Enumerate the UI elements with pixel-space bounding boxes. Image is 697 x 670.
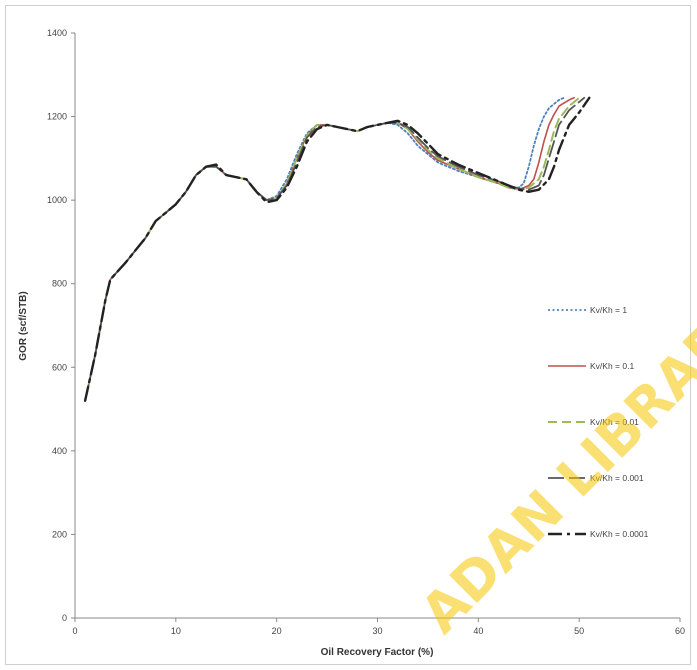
- x-tick-label: 60: [675, 626, 685, 636]
- x-tick-label: 0: [72, 626, 77, 636]
- series-line-3: [84, 96, 581, 402]
- y-tick-label: 600: [52, 362, 67, 372]
- y-tick-label: 1200: [47, 112, 67, 122]
- series-line-2: [84, 97, 575, 402]
- legend-label-3: Kv/Kh = 0.01: [590, 417, 639, 427]
- series-line-5: [83, 96, 591, 402]
- y-axis-title: GOR (scf/STB): [18, 291, 29, 360]
- series-group: [83, 96, 591, 402]
- legend: Kv/Kh = 1 Kv/Kh = 0.1 Kv/Kh = 0.01 Kv/Kh = …: [548, 305, 649, 539]
- y-tick-label: 0: [62, 613, 67, 623]
- legend-label-5: Kv/Kh = 0.0001: [590, 529, 649, 539]
- series-line-1: [84, 96, 565, 402]
- x-tick-label: 50: [574, 626, 584, 636]
- legend-label-1: Kv/Kh = 1: [590, 305, 627, 315]
- series-line-4: [84, 96, 586, 402]
- y-tick-label: 1400: [47, 28, 67, 38]
- legend-label-4: Kv/Kh = 0.001: [590, 473, 644, 483]
- chart-frame: [5, 5, 691, 665]
- x-tick-label: 20: [272, 626, 282, 636]
- y-tick-label: 800: [52, 279, 67, 289]
- y-tick-label: 400: [52, 446, 67, 456]
- legend-label-2: Kv/Kh = 0.1: [590, 361, 634, 371]
- axes: 0 200 400 600 800 1000 1200 1400 0 10 20 30 40 50 60: [47, 28, 685, 636]
- x-tick-label: 40: [473, 626, 483, 636]
- x-axis-title: Oil Recovery Factor (%): [321, 647, 434, 658]
- x-tick-label: 30: [372, 626, 382, 636]
- y-tick-label: 1000: [47, 195, 67, 205]
- x-tick-label: 10: [171, 626, 181, 636]
- y-tick-label: 200: [52, 529, 67, 539]
- watermark: ADAN LIBRAR: [409, 309, 697, 646]
